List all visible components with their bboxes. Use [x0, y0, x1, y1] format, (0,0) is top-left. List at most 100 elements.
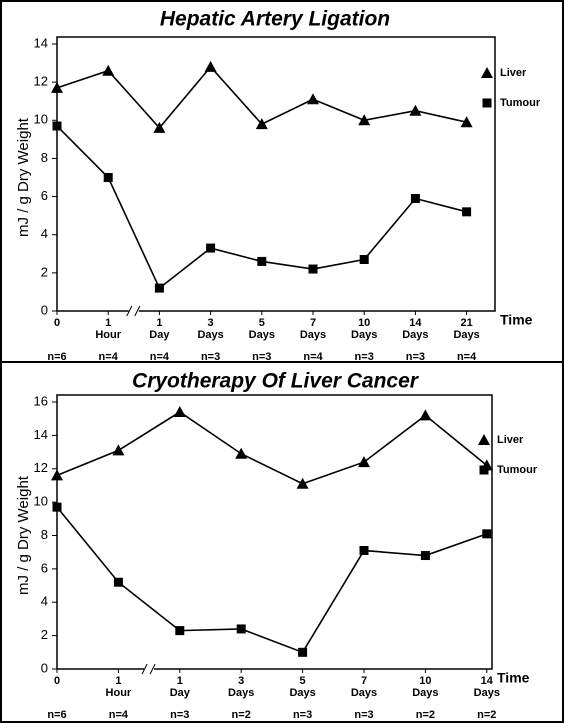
data-point [102, 64, 115, 76]
x-tick-label: 14 Days [402, 317, 429, 341]
x-tick-label: 5 Days [248, 317, 275, 341]
y-tick-label: 12 [34, 460, 48, 475]
y-tick-label: 6 [41, 560, 48, 575]
x-tick-label: 3 Days [197, 317, 224, 341]
y-tick-label: 8 [41, 150, 48, 165]
y-tick-label: 12 [34, 74, 48, 89]
data-point [235, 447, 248, 459]
n-label: n=3 [200, 351, 221, 363]
data-point [409, 104, 422, 116]
x-axis-label: Time [500, 312, 533, 328]
n-label: n=6 [47, 351, 67, 363]
legend-marker [482, 98, 492, 108]
legend-label: Tumour [497, 464, 538, 476]
x-tick-label: 7 Days [350, 675, 378, 699]
n-label: n=4 [303, 351, 323, 363]
data-point [51, 81, 63, 93]
plot-frame [56, 394, 493, 670]
data-point [257, 256, 267, 266]
x-tick-label: 14 Days [473, 675, 500, 699]
data-point [359, 255, 369, 265]
data-point [204, 60, 217, 72]
y-tick-label: 4 [41, 594, 48, 609]
data-point [358, 456, 370, 468]
data-point [308, 264, 318, 274]
data-point [206, 243, 216, 253]
n-label: n=3 [170, 709, 190, 721]
data-point [154, 283, 164, 293]
data-point [462, 207, 472, 217]
data-point [255, 118, 268, 130]
data-point [460, 116, 473, 128]
axis-break [128, 308, 139, 314]
axis-break [144, 666, 155, 672]
y-tick-label: 10 [34, 112, 48, 127]
x-tick-label: 0 [53, 317, 61, 329]
plot-frame [56, 36, 496, 312]
legend-label: Tumour [500, 97, 541, 109]
data-point [296, 477, 309, 489]
x-tick-label: 10 Days [412, 675, 439, 699]
y-tick-label: 2 [41, 627, 48, 642]
data-point [103, 173, 113, 182]
data-point [419, 409, 432, 421]
data-point [420, 551, 430, 561]
y-tick-label: 2 [41, 264, 48, 279]
x-axis-label: Time [497, 670, 530, 686]
legend-label: Liver [500, 67, 527, 79]
data-point [51, 469, 63, 481]
data-point [307, 93, 319, 105]
n-label: n=3 [354, 709, 374, 721]
y-tick-label: 14 [34, 35, 48, 50]
data-point [410, 193, 420, 203]
x-tick-label: 1 Day [149, 317, 170, 341]
legend-marker [481, 67, 493, 78]
y-tick-label: 14 [34, 427, 48, 442]
legend-marker [479, 465, 489, 475]
data-point [298, 647, 308, 657]
y-axis-label: mJ / g Dry Weight [15, 117, 32, 237]
x-tick-label: 7 Days [299, 317, 327, 341]
n-label: n=2 [415, 709, 436, 721]
n-label: n=6 [47, 709, 67, 721]
data-point [153, 121, 166, 133]
legend-label: Liver [497, 434, 524, 446]
y-tick-label: 10 [34, 494, 48, 509]
chart-title: Cryotherapy Of Liver Cancer [132, 370, 420, 393]
chart-title: Hepatic Artery Ligation [160, 8, 390, 31]
data-point [113, 577, 123, 587]
data-point [173, 406, 186, 418]
x-tick-label: 0 [53, 675, 61, 687]
y-tick-label: 0 [41, 302, 48, 317]
x-tick-label: 21 Days [453, 317, 480, 341]
n-label: n=3 [292, 709, 313, 721]
n-label: n=4 [149, 351, 170, 363]
n-label: n=3 [252, 351, 272, 363]
n-label: n=3 [405, 351, 426, 363]
x-tick-label: 5 Days [289, 675, 316, 699]
n-label: n=4 [108, 709, 129, 721]
x-tick-label: 10 Days [351, 317, 378, 341]
series-line [56, 411, 488, 485]
axis-break [126, 305, 141, 317]
series-line [56, 506, 488, 654]
legend-marker [478, 434, 490, 445]
n-label: n=2 [477, 709, 497, 721]
panel-border [0, 361, 564, 723]
data-point [175, 626, 185, 636]
n-label: n=4 [456, 351, 477, 363]
y-tick-label: 16 [34, 393, 48, 408]
x-tick-label: 1 Hour [105, 675, 132, 699]
axis-break [141, 663, 156, 675]
panel-border [0, 0, 564, 363]
data-point [236, 624, 246, 634]
n-label: n=3 [354, 351, 374, 363]
data-point [358, 114, 371, 126]
x-tick-label: 3 Days [228, 675, 255, 699]
n-label: n=2 [231, 709, 251, 721]
data-point [52, 502, 62, 512]
data-point [112, 444, 125, 456]
data-point [482, 529, 492, 539]
n-label: n=4 [98, 351, 118, 363]
